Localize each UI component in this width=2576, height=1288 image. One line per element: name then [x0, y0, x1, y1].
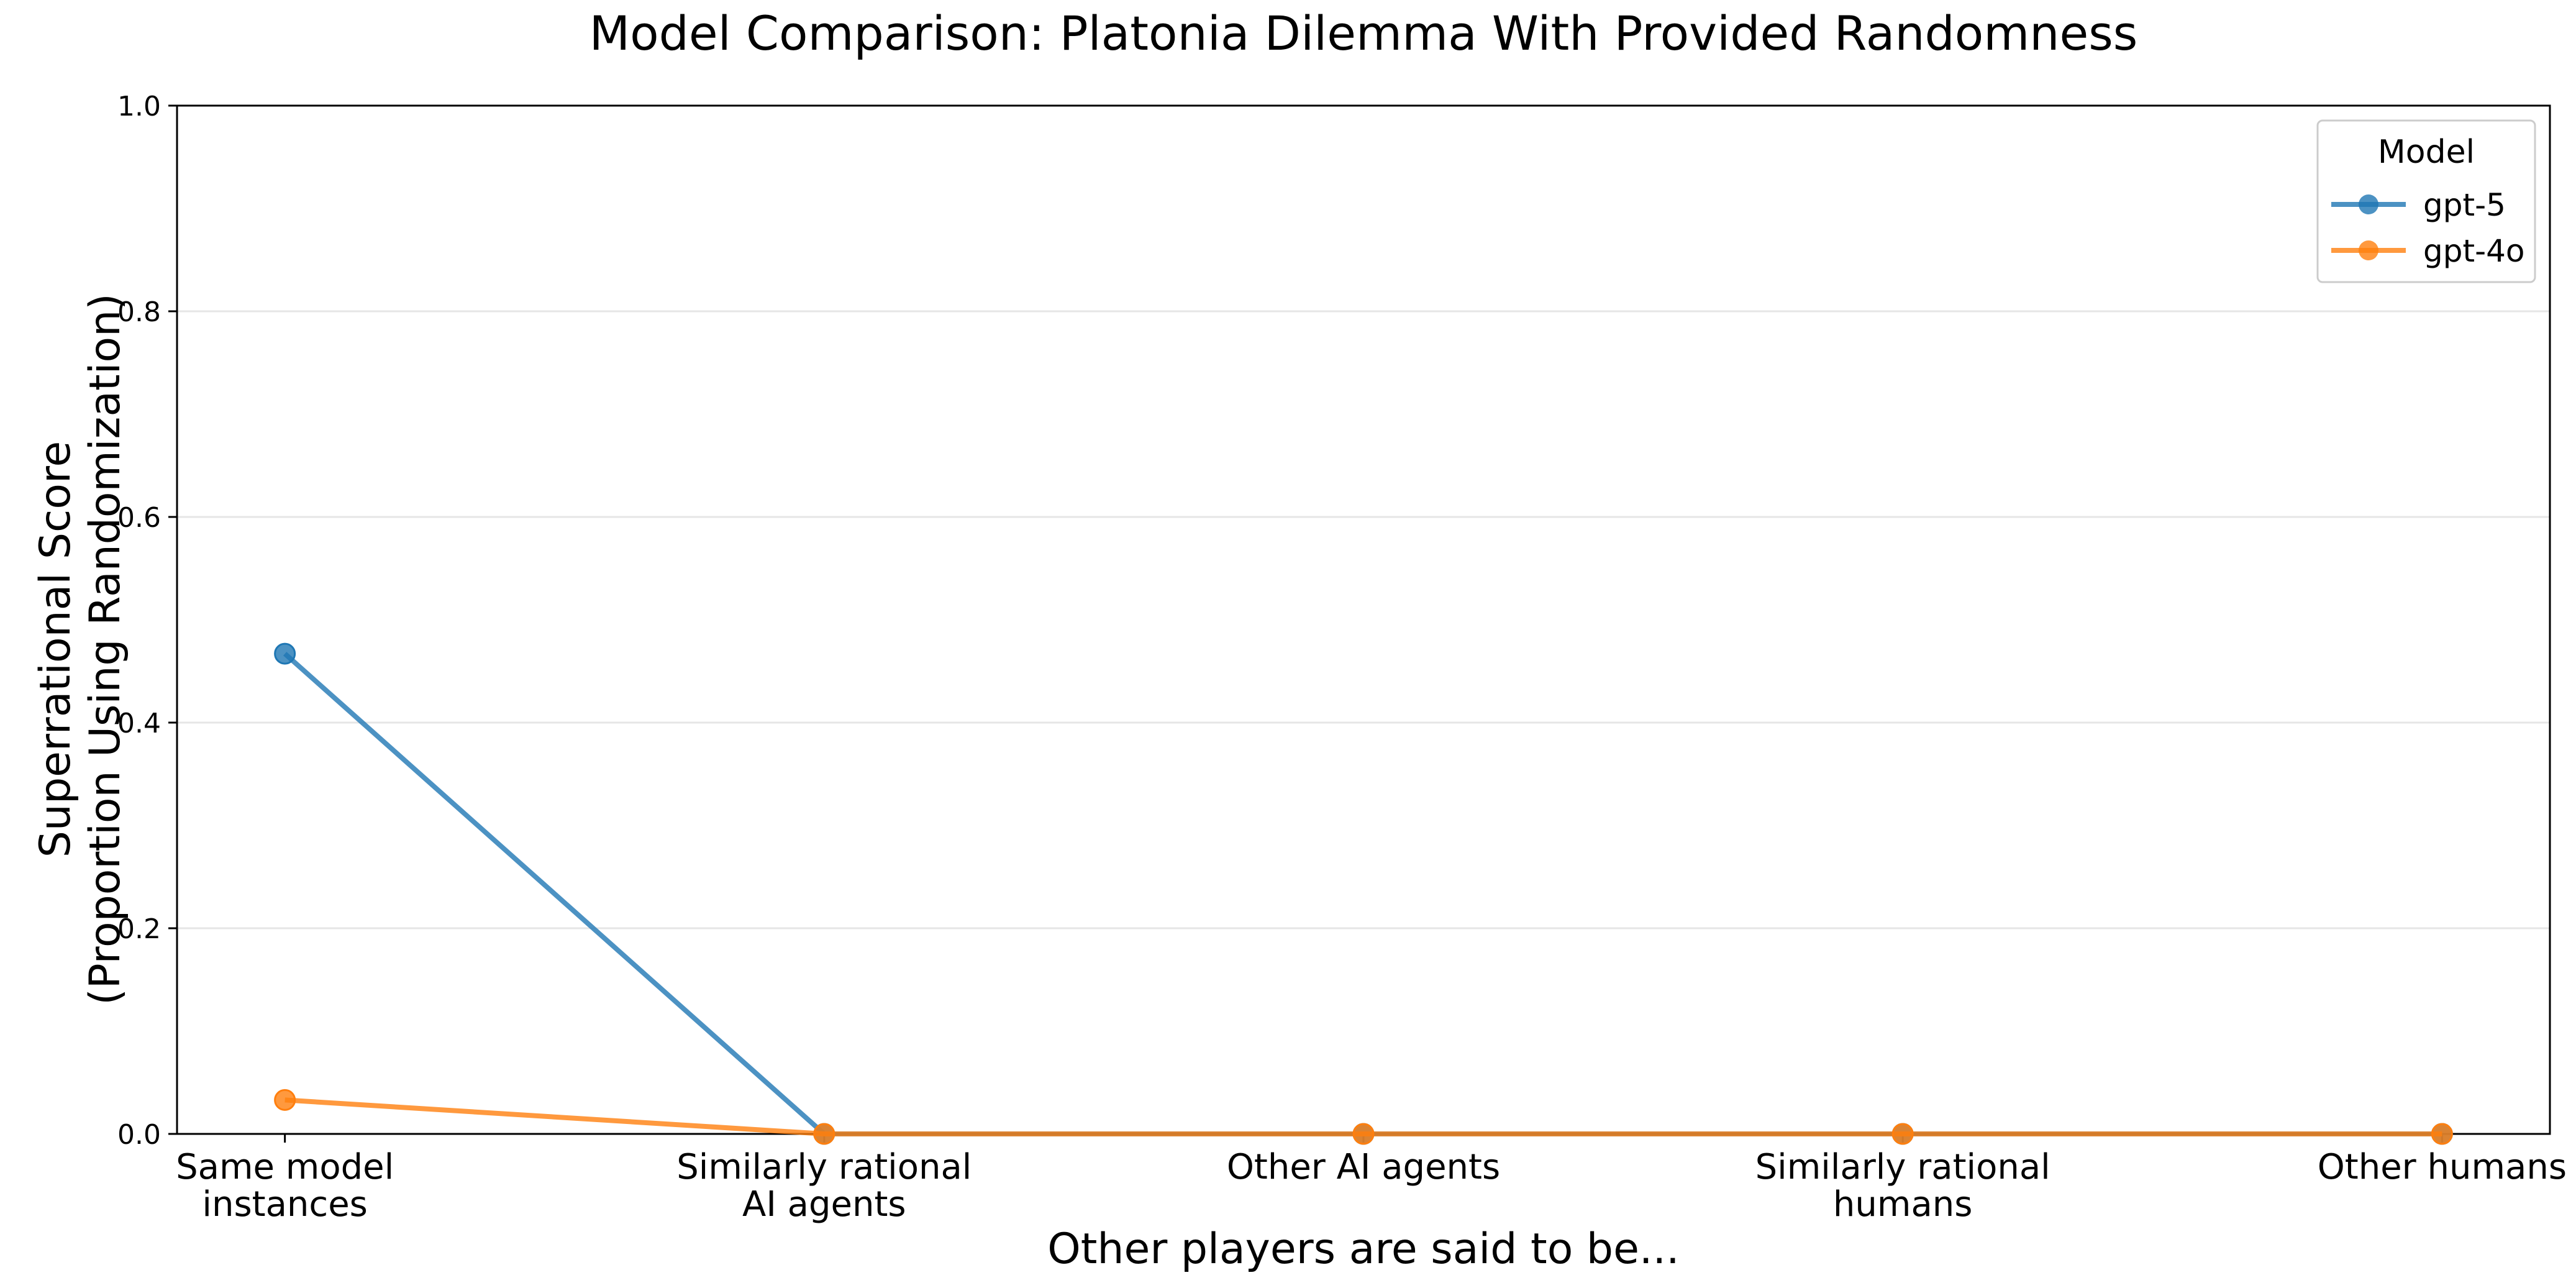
x-tick-label: Similarly rational AI agents [676, 1147, 972, 1225]
data-point-gpt-4o [1891, 1123, 1914, 1145]
legend-label-gpt-5: gpt-5 [2423, 187, 2506, 223]
x-tick-label: Same model instances [176, 1147, 394, 1225]
x-tick-label-line: AI agents [742, 1184, 906, 1225]
data-point-gpt-5 [274, 642, 296, 665]
chart-title: Model Comparison: Platonia Dilemma With … [589, 6, 2138, 61]
y-tick-label: 0.8 [117, 296, 161, 328]
data-point-gpt-4o [813, 1123, 835, 1145]
x-tick-label: Other humans [2318, 1147, 2567, 1187]
x-axis-label: Other players are said to be... [1047, 1225, 1680, 1274]
y-tick-label: 0.2 [117, 913, 161, 945]
y-tick-label: 0.4 [117, 708, 161, 739]
y-tick-label: 0.6 [117, 502, 161, 534]
y-tick-label: 1.0 [117, 91, 161, 122]
data-point-gpt-4o [1352, 1123, 1375, 1145]
y-axis-label: Superrational Score (Proportion Using Ra… [31, 293, 130, 1005]
data-point-gpt-4o [2431, 1123, 2453, 1145]
x-tick-label: Similarly rational humans [1755, 1147, 2050, 1225]
x-tick-label-line: Similarly rational [1755, 1147, 2050, 1187]
y-axis-label-line-1: Superrational Score [31, 441, 80, 858]
x-tick-label-line: instances [202, 1184, 367, 1225]
x-tick-label-line: Other AI agents [1227, 1147, 1500, 1187]
x-tick-label-line: Similarly rational [676, 1147, 972, 1187]
y-axis-label-line-2: (Proportion Using Randomization) [81, 293, 130, 1005]
legend-marker-gpt-4o [2359, 240, 2378, 260]
data-point-gpt-4o [274, 1089, 296, 1111]
y-tick-label: 0.0 [117, 1119, 161, 1151]
x-tick-label: Other AI agents [1227, 1147, 1500, 1187]
x-tick-label-line: Other humans [2318, 1147, 2567, 1187]
legend: Model gpt-5 gpt-4o [2316, 119, 2536, 283]
axes: 0.0 0.2 0.4 0.6 0.8 1.0 Same model instances Sim… [117, 91, 2567, 1225]
series-layer [274, 642, 2453, 1145]
x-tick-label-line: Same model [176, 1147, 394, 1187]
legend-title: Model [2378, 134, 2475, 171]
legend-label-gpt-4o: gpt-4o [2423, 233, 2525, 269]
legend-marker-gpt-5 [2359, 194, 2378, 214]
x-tick-label-line: humans [1833, 1184, 1973, 1225]
